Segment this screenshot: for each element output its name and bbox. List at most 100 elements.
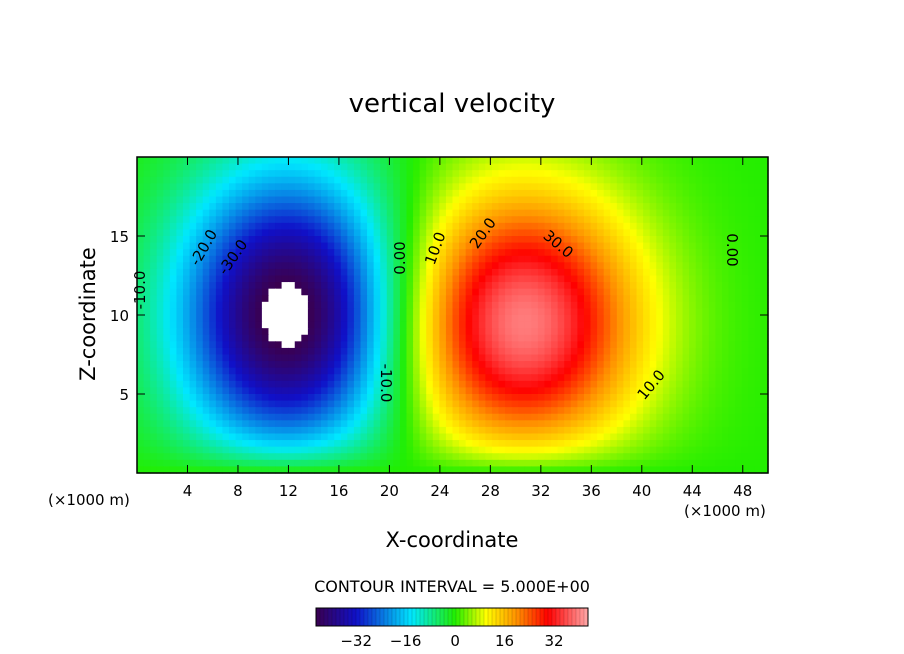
heatmap-cell — [307, 394, 316, 402]
heatmap-cell — [445, 176, 454, 184]
colorbar-swatch — [499, 607, 505, 627]
heatmap-cell — [143, 374, 151, 382]
heatmap-cell — [518, 268, 526, 277]
heatmap-cell — [347, 236, 355, 244]
heatmap-cell — [689, 440, 697, 448]
heatmap-cell — [334, 301, 342, 310]
heatmap-cell — [360, 196, 368, 204]
heatmap-cell — [662, 407, 670, 415]
heatmap-cell — [353, 446, 362, 454]
heatmap-cell — [327, 249, 335, 257]
heatmap-cell — [498, 209, 506, 217]
heatmap-cell — [702, 459, 710, 468]
heatmap-cell — [439, 354, 447, 362]
heatmap-cell — [137, 374, 145, 382]
heatmap-cell — [235, 354, 243, 362]
heatmap-cell — [452, 413, 460, 421]
heatmap-cell — [439, 328, 447, 336]
heatmap-cell — [754, 262, 763, 270]
heatmap-cell — [761, 157, 769, 165]
heatmap-cell — [662, 196, 670, 204]
heatmap-cell — [564, 387, 572, 395]
heatmap-cell — [748, 367, 756, 375]
colorbar-swatch — [331, 607, 337, 627]
heatmap-cell — [248, 459, 256, 468]
heatmap-cell — [603, 413, 611, 421]
heatmap-cell — [689, 433, 697, 441]
heatmap-cell — [577, 183, 585, 191]
heatmap-cell — [169, 426, 178, 435]
heatmap-cell — [386, 446, 394, 454]
heatmap-cell — [524, 361, 532, 369]
heatmap-cell — [689, 420, 697, 428]
heatmap-cell — [735, 157, 743, 165]
heatmap-cell — [452, 426, 460, 435]
heatmap-cell — [222, 170, 230, 178]
heatmap-cell — [531, 315, 539, 323]
heatmap-cell — [708, 459, 717, 468]
heatmap-cell — [491, 288, 500, 296]
heatmap-cell — [209, 387, 217, 395]
heatmap-cell — [367, 361, 375, 369]
heatmap-cell — [255, 387, 263, 395]
heatmap-cell — [248, 183, 256, 191]
heatmap-cell — [334, 295, 342, 303]
heatmap-cell — [735, 400, 743, 408]
heatmap-cell — [373, 334, 381, 342]
heatmap-cell — [689, 334, 697, 342]
heatmap-cell — [583, 176, 592, 184]
heatmap-cell — [623, 236, 631, 244]
heatmap-cell — [610, 288, 618, 296]
heatmap-cell — [662, 400, 670, 408]
heatmap-cell — [235, 367, 243, 375]
heatmap-cell — [662, 367, 670, 375]
heatmap-cell — [275, 380, 283, 389]
heatmap-cell — [708, 308, 717, 316]
heatmap-cell — [498, 407, 506, 415]
heatmap-cell — [255, 176, 263, 184]
heatmap-cell — [610, 394, 618, 402]
heatmap-cell — [183, 341, 191, 349]
heatmap-cell — [314, 407, 322, 415]
heatmap-cell — [367, 459, 375, 468]
heatmap-cell — [721, 394, 730, 402]
heatmap-cell — [439, 374, 447, 382]
heatmap-cell — [748, 446, 756, 454]
heatmap-cell — [649, 374, 657, 382]
heatmap-cell — [413, 361, 421, 369]
heatmap-cell — [380, 295, 388, 303]
heatmap-cell — [399, 334, 408, 342]
heatmap-cell — [452, 453, 460, 461]
heatmap-cell — [169, 420, 178, 428]
heatmap-cell — [643, 216, 651, 224]
heatmap-cell — [616, 440, 624, 448]
heatmap-cell — [137, 242, 145, 250]
heatmap-cell — [288, 407, 296, 415]
heatmap-cell — [616, 380, 624, 389]
heatmap-cell — [498, 341, 506, 349]
heatmap-cell — [360, 170, 368, 178]
heatmap-cell — [478, 268, 486, 277]
heatmap-cell — [557, 420, 565, 428]
heatmap-cell — [321, 275, 329, 283]
heatmap-cell — [334, 236, 342, 244]
heatmap-cell — [196, 347, 204, 356]
heatmap-cell — [261, 295, 270, 303]
heatmap-cell — [413, 301, 421, 310]
heatmap-cell — [209, 242, 217, 250]
heatmap-cell — [426, 282, 434, 290]
heatmap-cell — [209, 189, 217, 198]
heatmap-cell — [445, 446, 454, 454]
heatmap-cell — [209, 203, 217, 211]
heatmap-cell — [643, 367, 651, 375]
heatmap-cell — [235, 420, 243, 428]
heatmap-cell — [721, 275, 730, 283]
heatmap-cell — [275, 275, 283, 283]
heatmap-cell — [708, 255, 717, 263]
heatmap-cell — [577, 163, 585, 171]
heatmap-cell — [380, 268, 388, 277]
heatmap-cell — [268, 374, 276, 382]
heatmap-cell — [209, 433, 217, 441]
heatmap-cell — [524, 170, 532, 178]
heatmap-cell — [715, 203, 723, 211]
